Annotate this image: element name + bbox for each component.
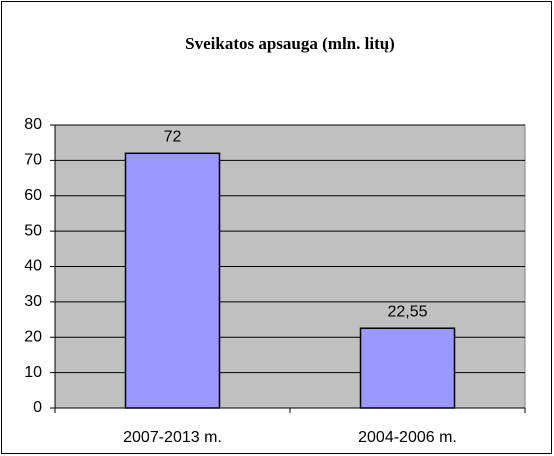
data-label: 72 [164,129,182,146]
y-tick-label: 80 [24,116,42,133]
y-tick-label: 60 [24,187,42,204]
y-tick-label: 70 [24,152,42,169]
x-tick-label: 2007-2013 m. [123,429,222,446]
y-tick-label: 30 [24,293,42,310]
y-tick-label: 50 [24,222,42,239]
y-tick-label: 10 [24,364,42,381]
chart-title: Sveikatos apsauga (mln. litų) [185,34,395,53]
bar [124,152,221,409]
y-tick-label: 20 [24,328,42,345]
x-tick-label: 2004-2006 m. [358,429,457,446]
y-tick-label: 40 [24,258,42,275]
bar [359,327,456,409]
y-tick-label: 0 [33,399,42,416]
data-label: 22,55 [387,303,427,320]
